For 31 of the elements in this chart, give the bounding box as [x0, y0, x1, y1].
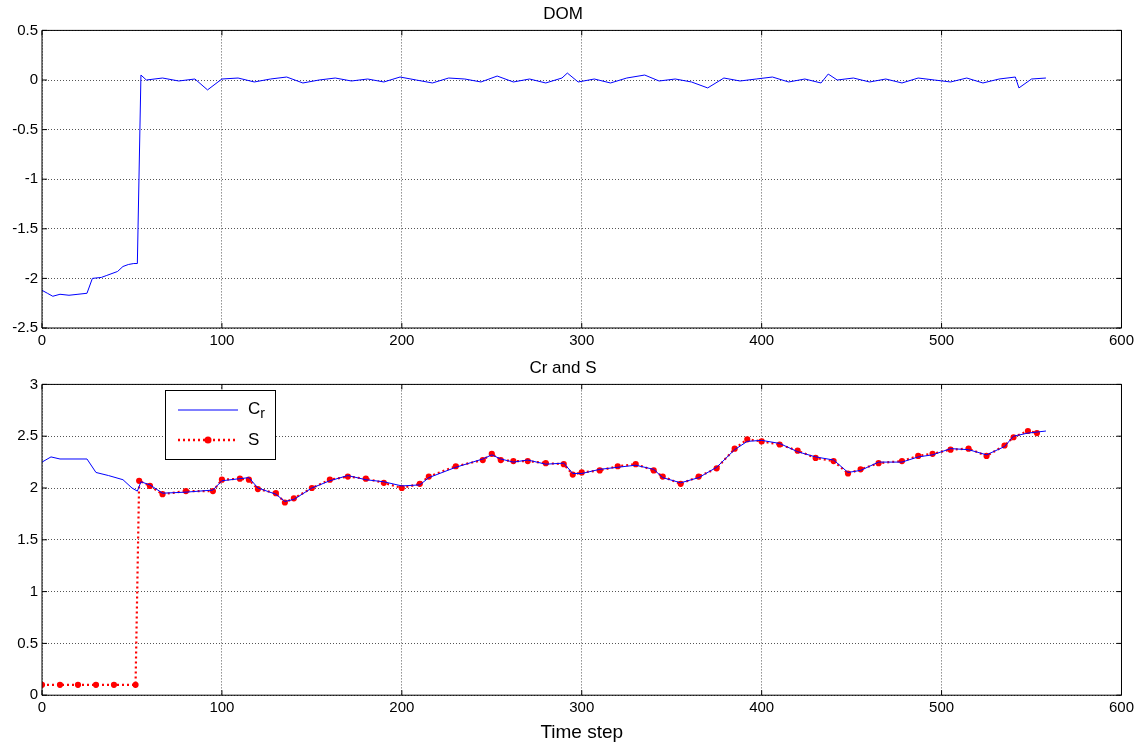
y-tick-label: -2.5 — [12, 318, 38, 336]
y-tick-label: -2 — [24, 268, 38, 286]
y-tick-label: 2.5 — [17, 426, 38, 444]
x-tick-label: 300 — [569, 331, 595, 349]
x-tick-label: 200 — [389, 331, 415, 349]
x-tick-label: 600 — [1108, 331, 1134, 349]
y-tick-label: 0.5 — [17, 633, 38, 651]
chart-title: Cr and S — [529, 357, 597, 377]
x-tick-label: 300 — [569, 698, 595, 716]
y-tick-label: 0 — [29, 685, 38, 703]
x-axis-title: Time step — [540, 720, 624, 742]
y-tick-label: 1 — [29, 581, 38, 599]
legend-label: C$_{r}$ — [248, 398, 265, 422]
y-tick-label: 3 — [29, 374, 38, 392]
chart-title: DOM — [543, 3, 583, 23]
y-tick-label: 1.5 — [17, 529, 38, 547]
x-tick-label: 400 — [749, 698, 775, 716]
x-tick-label: 500 — [929, 698, 955, 716]
y-tick-label: 2 — [29, 478, 38, 496]
y-tick-label: -0.5 — [12, 119, 38, 137]
x-tick-label: 400 — [749, 331, 775, 349]
x-tick-label: 600 — [1108, 698, 1134, 716]
x-tick-label: 200 — [389, 698, 415, 716]
legend-label: S — [248, 430, 260, 450]
x-tick-label: 100 — [209, 331, 235, 349]
x-tick-label: 500 — [929, 331, 955, 349]
y-tick-label: -1 — [24, 169, 38, 187]
y-tick-label: -1.5 — [12, 218, 38, 236]
x-tick-label: 100 — [209, 698, 235, 716]
y-tick-label: 0 — [29, 70, 38, 88]
y-tick-label: 0.5 — [17, 20, 38, 38]
